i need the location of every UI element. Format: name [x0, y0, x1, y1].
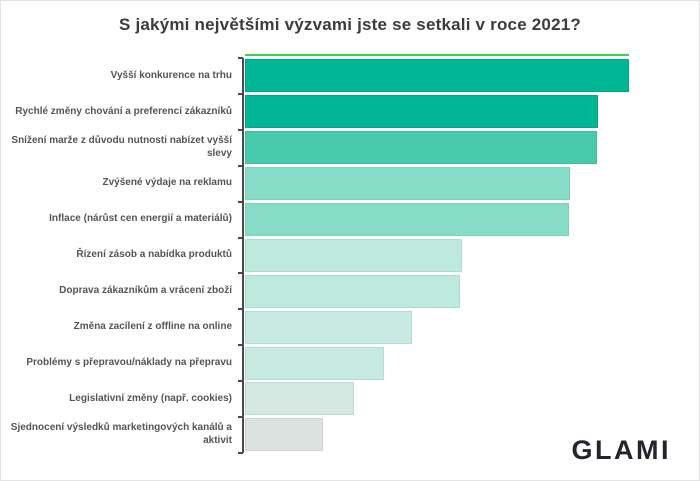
chart-row: Vyšší konkurence na trhu	[1, 58, 671, 94]
category-label: Sjednocení výsledků marketingových kanál…	[10, 422, 232, 446]
category-label: Legislativní změny (např. cookies)	[69, 392, 232, 404]
bar	[245, 131, 597, 165]
bar	[245, 95, 598, 129]
category-label: Řízení zásob a nabídka produktů	[76, 249, 232, 261]
axis-tick	[238, 200, 243, 203]
bar-track	[245, 131, 671, 165]
category-axis-line	[242, 58, 244, 453]
bar-track	[245, 167, 671, 201]
bar	[245, 203, 569, 236]
bar-track	[245, 418, 671, 452]
category-label: Vyšší konkurence na trhu	[110, 69, 232, 81]
category-label: Rychlé změny chování a preferencí zákazn…	[15, 105, 232, 117]
chart-row: Rychlé změny chování a preferencí zákazn…	[1, 94, 671, 130]
category-label: Doprava zákazníkům a vrácení zboží	[59, 285, 232, 297]
category-label: Inflace (nárůst cen energií a materiálů)	[49, 213, 232, 225]
bar-track	[245, 95, 671, 129]
axis-tick	[238, 128, 243, 131]
bar	[245, 167, 570, 201]
bar-track	[245, 238, 671, 272]
chart-row: Zvýšené výdaje na reklamu	[1, 166, 671, 202]
chart-row: Sjednocení výsledků marketingových kanál…	[1, 417, 671, 453]
axis-tick	[238, 344, 243, 347]
bar	[245, 310, 412, 344]
bar-chart: Vyšší konkurence na trhu Rychlé změny cho…	[1, 58, 671, 453]
bar	[245, 346, 384, 380]
category-label: Snížení marže z důvodu nutnosti nabízet …	[11, 135, 232, 159]
chart-row: Problémy s přepravou/náklady na přepravu	[1, 345, 671, 381]
bar-track	[245, 310, 671, 344]
chart-row: Doprava zákazníkům a vrácení zboží	[1, 273, 671, 309]
axis-tick	[238, 236, 243, 239]
bar-track	[245, 382, 671, 416]
chart-title: S jakými největšími výzvami jste se setk…	[119, 15, 581, 34]
axis-tick	[238, 380, 243, 383]
accent-top-line	[245, 54, 629, 56]
bar	[245, 59, 629, 93]
chart-row: Řízení zásob a nabídka produktů	[1, 237, 671, 273]
glami-logo: GLAMI	[571, 435, 671, 465]
bar	[245, 238, 462, 272]
bar-track	[245, 274, 671, 308]
axis-tick	[238, 92, 243, 95]
chart-row: Legislativní změny (např. cookies)	[1, 381, 671, 417]
bar	[245, 274, 460, 308]
bar-track	[245, 346, 671, 380]
category-label: Zvýšené výdaje na reklamu	[102, 177, 232, 189]
axis-tick	[238, 416, 243, 418]
axis-tick	[238, 164, 243, 167]
axis-tick	[238, 308, 243, 311]
axis-tick	[238, 57, 243, 59]
bar	[245, 418, 323, 452]
chart-row: Inflace (nárůst cen energií a materiálů)	[1, 202, 671, 238]
axis-tick	[238, 272, 243, 275]
category-label: Problémy s přepravou/náklady na přepravu	[26, 356, 232, 368]
chart-row: Změna zacílení z offline na online	[1, 309, 671, 345]
bar-track	[245, 203, 671, 236]
chart-row: Snížení marže z důvodu nutnosti nabízet …	[1, 130, 671, 166]
axis-tick	[238, 451, 243, 454]
category-label: Změna zacílení z offline na online	[73, 320, 232, 332]
bar-track	[245, 59, 671, 93]
bar	[245, 382, 354, 416]
